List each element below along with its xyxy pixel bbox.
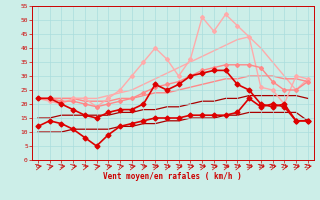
X-axis label: Vent moyen/en rafales ( km/h ): Vent moyen/en rafales ( km/h )	[103, 172, 242, 181]
